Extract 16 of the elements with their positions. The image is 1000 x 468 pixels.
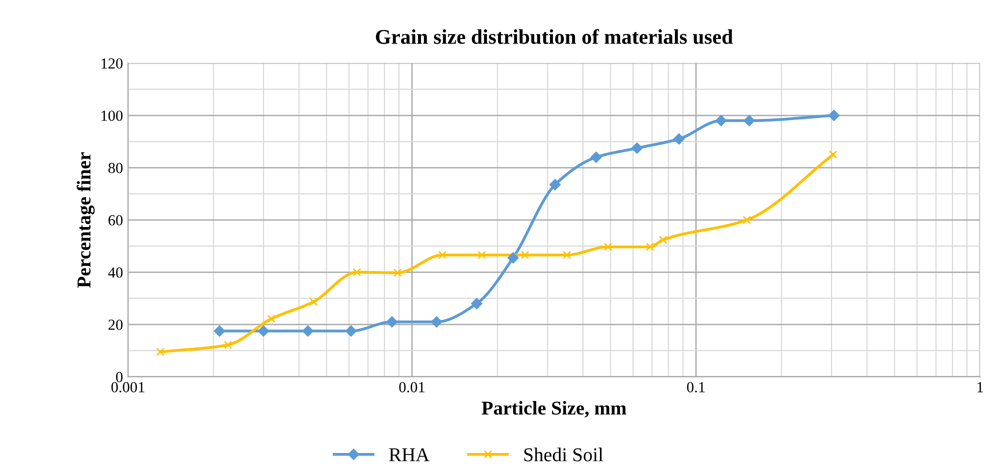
y-tick-label: 40	[108, 267, 123, 278]
legend-label: RHA	[389, 448, 430, 462]
x-tick-label: 1	[978, 382, 983, 392]
x-axis-title: Particle Size, mm	[482, 401, 626, 418]
y-tick-label: 0	[116, 372, 123, 382]
y-tick-label: 20	[108, 320, 123, 330]
x-tick-label: 0.001	[111, 382, 144, 392]
y-tick-label: 100	[102, 110, 123, 121]
x-tick-label: 0.01	[399, 382, 424, 392]
legend-label: Shedi Soil	[524, 448, 604, 462]
y-tick-label: 120	[102, 58, 123, 69]
chart-title: Grain size distribution of materials used	[376, 29, 733, 44]
y-axis-title: Percentage finer	[76, 152, 95, 288]
x-tick-label: 0.1	[687, 382, 705, 392]
y-tick-label: 60	[108, 215, 123, 226]
y-tick-label: 80	[108, 162, 123, 174]
